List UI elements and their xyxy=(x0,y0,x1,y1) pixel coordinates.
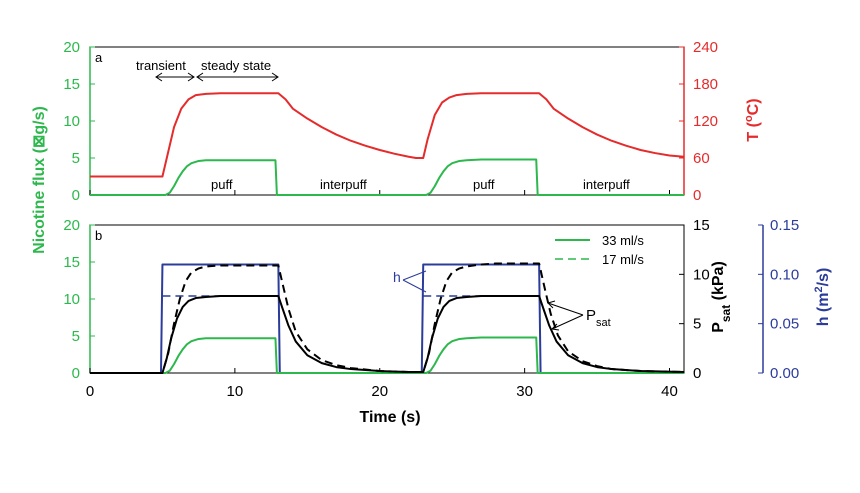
panel-b-psat-tick-label: 0 xyxy=(693,365,701,382)
legend-solid-label: 33 ml/s xyxy=(602,233,644,248)
panel-b-left-tick-label: 20 xyxy=(63,217,80,234)
interpuff-label-1: interpuff xyxy=(320,177,367,192)
panel-b-psat-tick-label: 15 xyxy=(693,217,710,234)
panel-a-left-tick-label: 10 xyxy=(63,113,80,130)
panel-b-left-tick-label: 10 xyxy=(63,291,80,308)
x-tick-label: 20 xyxy=(371,383,388,400)
panel-a-right-tick-label: 120 xyxy=(693,113,718,130)
x-tick-label: 10 xyxy=(227,383,244,400)
psat-annotation-label: Psat xyxy=(586,307,611,329)
panel-a-left-tick-label: 0 xyxy=(72,187,80,204)
nicotine-flux-series-line-a xyxy=(90,158,684,196)
panel-b-h-tick-label: 0.15 xyxy=(770,217,799,234)
panel-a-right-tick-label: 180 xyxy=(693,76,718,93)
series-layer xyxy=(90,92,685,374)
h-annotation-label: h xyxy=(393,269,401,285)
left-axis-label: Nicotine flux (⊠g/s) xyxy=(31,106,48,254)
panel-a-left-tick-label: 15 xyxy=(63,76,80,93)
psat-dashed-series-line xyxy=(90,262,685,374)
ticks-layer: 0 5 10 15 20 0 60 120 180 240 0 5 10 15 20 0 5 10 15 0.00 0.… xyxy=(63,39,799,400)
steady-state-label: steady state xyxy=(201,58,271,73)
panel-b-h-tick-label: 0.05 xyxy=(770,316,799,333)
transient-label: transient xyxy=(136,58,186,73)
panel-a-left-tick-label: 5 xyxy=(72,150,80,167)
x-tick-label: 0 xyxy=(86,383,94,400)
panel-b-psat-tick-label: 5 xyxy=(693,316,701,333)
psat-axis-label: Psat (kPa) xyxy=(710,261,733,333)
panel-a-letter: a xyxy=(95,50,103,65)
panel-b-h-tick-label: 0.00 xyxy=(770,365,799,382)
panel-b-left-tick-label: 0 xyxy=(72,365,80,382)
temperature-axis-label: T (oC) xyxy=(743,98,762,141)
x-tick-label: 30 xyxy=(516,383,533,400)
panel-a-right-tick-label: 0 xyxy=(693,187,701,204)
puff-label-2: puff xyxy=(473,177,495,192)
legend-dashed-label: 17 ml/s xyxy=(602,252,644,267)
panel-a-right-tick-label: 240 xyxy=(693,39,718,56)
transient-arrow xyxy=(155,72,195,82)
panel-b-left-tick-label: 15 xyxy=(63,254,80,271)
puff-label-1: puff xyxy=(211,177,233,192)
legend: 33 ml/s 17 ml/s xyxy=(555,233,644,267)
steady-state-arrow xyxy=(196,72,279,82)
panel-b-letter: b xyxy=(95,228,102,243)
nicotine-flux-series-line-b xyxy=(90,336,684,374)
panel-a-right-tick-label: 60 xyxy=(693,150,710,167)
interpuff-label-2: interpuff xyxy=(583,177,630,192)
panel-b-left-tick-label: 5 xyxy=(72,328,80,345)
panel-a-left-tick-label: 20 xyxy=(63,39,80,56)
temperature-series-line xyxy=(90,92,685,178)
panel-b-h-tick-label: 0.10 xyxy=(770,266,799,283)
panel-b-psat-tick-label: 10 xyxy=(693,266,710,283)
h-axis-label: h (m2/s) xyxy=(813,268,832,327)
x-tick-label: 40 xyxy=(661,383,678,400)
psat-pointer-lines xyxy=(547,300,584,331)
x-axis-label: Time (s) xyxy=(359,409,420,426)
